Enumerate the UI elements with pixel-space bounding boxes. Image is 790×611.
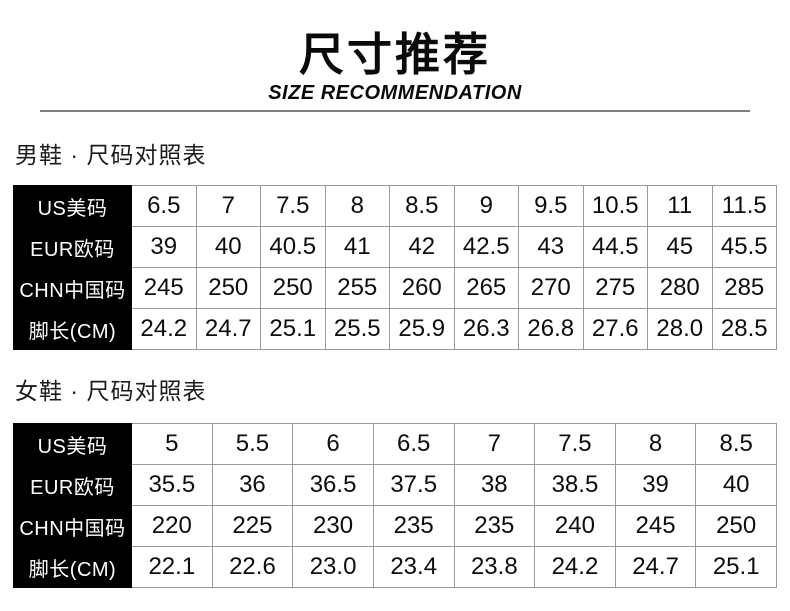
size-cell: 250 bbox=[695, 505, 777, 548]
mens-size-section: 男鞋 · 尺码对照表 US美码 6.5 7 7.5 8 8.5 9 9.5 10.5 11 11.5… bbox=[0, 136, 790, 351]
size-cell: 11.5 bbox=[711, 185, 777, 228]
size-cell: 39 bbox=[131, 226, 197, 269]
table-row: CHN中国码 245 250 250 255 260 265 270 275 280 285 bbox=[13, 267, 777, 310]
size-cell: 280 bbox=[647, 267, 713, 310]
size-cell: 23.4 bbox=[372, 546, 455, 589]
size-cell: 7 bbox=[453, 423, 536, 466]
size-cell: 22.6 bbox=[211, 546, 294, 589]
size-cell: 38 bbox=[453, 464, 536, 507]
size-cell: 23.8 bbox=[453, 546, 536, 589]
table-row: 脚长(CM) 22.1 22.6 23.0 23.4 23.8 24.2 24.7 25.1 bbox=[13, 546, 777, 589]
size-cell: 24.7 bbox=[614, 546, 697, 589]
size-cell: 28.0 bbox=[647, 308, 713, 351]
size-cell: 37.5 bbox=[372, 464, 455, 507]
womens-section-heading: 女鞋 · 尺码对照表 bbox=[15, 378, 207, 405]
size-cell: 245 bbox=[614, 505, 697, 548]
size-cell: 270 bbox=[518, 267, 584, 310]
size-cell: 7.5 bbox=[534, 423, 616, 466]
size-cell: 245 bbox=[131, 267, 197, 310]
size-cell: 27.6 bbox=[582, 308, 648, 351]
size-cell: 36 bbox=[211, 464, 294, 507]
size-cell: 40 bbox=[195, 226, 261, 269]
row-header: 脚长(CM) bbox=[13, 308, 132, 351]
table-row: 脚长(CM) 24.2 24.7 25.1 25.5 25.9 26.3 26.8 27.6 28… bbox=[13, 308, 777, 351]
size-cell: 40 bbox=[695, 464, 777, 507]
table-row: US美码 5 5.5 6 6.5 7 7.5 8 8.5 bbox=[13, 423, 777, 466]
size-cell: 8 bbox=[324, 185, 390, 228]
table-row: EUR欧码 35.5 36 36.5 37.5 38 38.5 39 40 bbox=[13, 464, 777, 507]
row-header: EUR欧码 bbox=[13, 464, 132, 507]
row-header: US美码 bbox=[13, 423, 132, 466]
womens-size-section: 女鞋 · 尺码对照表 US美码 5 5.5 6 6.5 7 7.5 8 8.5 EUR欧码 35.5… bbox=[0, 372, 790, 589]
size-cell: 5 bbox=[131, 423, 213, 466]
size-cell: 25.1 bbox=[695, 546, 777, 589]
size-cell: 250 bbox=[195, 267, 261, 310]
size-cell: 35.5 bbox=[131, 464, 213, 507]
size-cell: 6.5 bbox=[131, 185, 197, 228]
size-cell: 42 bbox=[389, 226, 455, 269]
size-cell: 8.5 bbox=[695, 423, 777, 466]
size-cell: 25.9 bbox=[389, 308, 455, 351]
size-cell: 9 bbox=[453, 185, 519, 228]
mens-section-heading: 男鞋 · 尺码对照表 bbox=[15, 142, 207, 169]
size-cell: 22.1 bbox=[131, 546, 213, 589]
size-cell: 24.7 bbox=[195, 308, 261, 351]
size-cell: 6 bbox=[292, 423, 374, 466]
size-cell: 42.5 bbox=[453, 226, 519, 269]
size-cell: 28.5 bbox=[711, 308, 777, 351]
mens-size-table: US美码 6.5 7 7.5 8 8.5 9 9.5 10.5 11 11.5 EUR欧码 39 40 40… bbox=[13, 185, 777, 351]
size-cell: 275 bbox=[582, 267, 648, 310]
page-header: 尺寸推荐 SIZE RECOMMENDATION bbox=[0, 29, 790, 113]
size-cell: 7 bbox=[195, 185, 261, 228]
size-cell: 220 bbox=[131, 505, 213, 548]
size-cell: 9.5 bbox=[518, 185, 584, 228]
page-title: 尺寸推荐 bbox=[298, 29, 491, 80]
size-cell: 38.5 bbox=[534, 464, 616, 507]
size-cell: 26.8 bbox=[518, 308, 584, 351]
size-cell: 40.5 bbox=[260, 226, 326, 269]
size-cell: 24.2 bbox=[131, 308, 197, 351]
size-cell: 8 bbox=[614, 423, 697, 466]
row-header: CHN中国码 bbox=[13, 267, 132, 310]
size-cell: 255 bbox=[324, 267, 390, 310]
size-cell: 260 bbox=[389, 267, 455, 310]
table-row: EUR欧码 39 40 40.5 41 42 42.5 43 44.5 45 45.5 bbox=[13, 226, 777, 269]
title-divider bbox=[40, 110, 750, 113]
size-cell: 43 bbox=[518, 226, 584, 269]
size-cell: 26.3 bbox=[453, 308, 519, 351]
size-cell: 235 bbox=[372, 505, 455, 548]
size-cell: 8.5 bbox=[389, 185, 455, 228]
size-cell: 24.2 bbox=[534, 546, 616, 589]
size-cell: 7.5 bbox=[260, 185, 326, 228]
size-cell: 6.5 bbox=[372, 423, 455, 466]
size-cell: 5.5 bbox=[211, 423, 294, 466]
size-cell: 240 bbox=[534, 505, 616, 548]
size-cell: 23.0 bbox=[292, 546, 374, 589]
size-cell: 235 bbox=[453, 505, 536, 548]
size-cell: 45.5 bbox=[711, 226, 777, 269]
row-header: CHN中国码 bbox=[13, 505, 132, 548]
size-cell: 25.1 bbox=[260, 308, 326, 351]
size-cell: 10.5 bbox=[582, 185, 648, 228]
size-cell: 44.5 bbox=[582, 226, 648, 269]
size-cell: 250 bbox=[260, 267, 326, 310]
row-header: US美码 bbox=[13, 185, 132, 228]
size-cell: 25.5 bbox=[324, 308, 390, 351]
size-cell: 230 bbox=[292, 505, 374, 548]
row-header: 脚长(CM) bbox=[13, 546, 132, 589]
size-cell: 225 bbox=[211, 505, 294, 548]
table-row: US美码 6.5 7 7.5 8 8.5 9 9.5 10.5 11 11.5 bbox=[13, 185, 777, 228]
size-cell: 39 bbox=[614, 464, 697, 507]
row-header: EUR欧码 bbox=[13, 226, 132, 269]
size-cell: 285 bbox=[711, 267, 777, 310]
size-cell: 45 bbox=[647, 226, 713, 269]
size-cell: 36.5 bbox=[292, 464, 374, 507]
page-subtitle: SIZE RECOMMENDATION bbox=[268, 82, 522, 105]
table-row: CHN中国码 220 225 230 235 235 240 245 250 bbox=[13, 505, 777, 548]
size-cell: 41 bbox=[324, 226, 390, 269]
size-cell: 265 bbox=[453, 267, 519, 310]
womens-size-table: US美码 5 5.5 6 6.5 7 7.5 8 8.5 EUR欧码 35.5 36 36.5 37.5 3… bbox=[13, 423, 777, 589]
size-cell: 11 bbox=[647, 185, 713, 228]
